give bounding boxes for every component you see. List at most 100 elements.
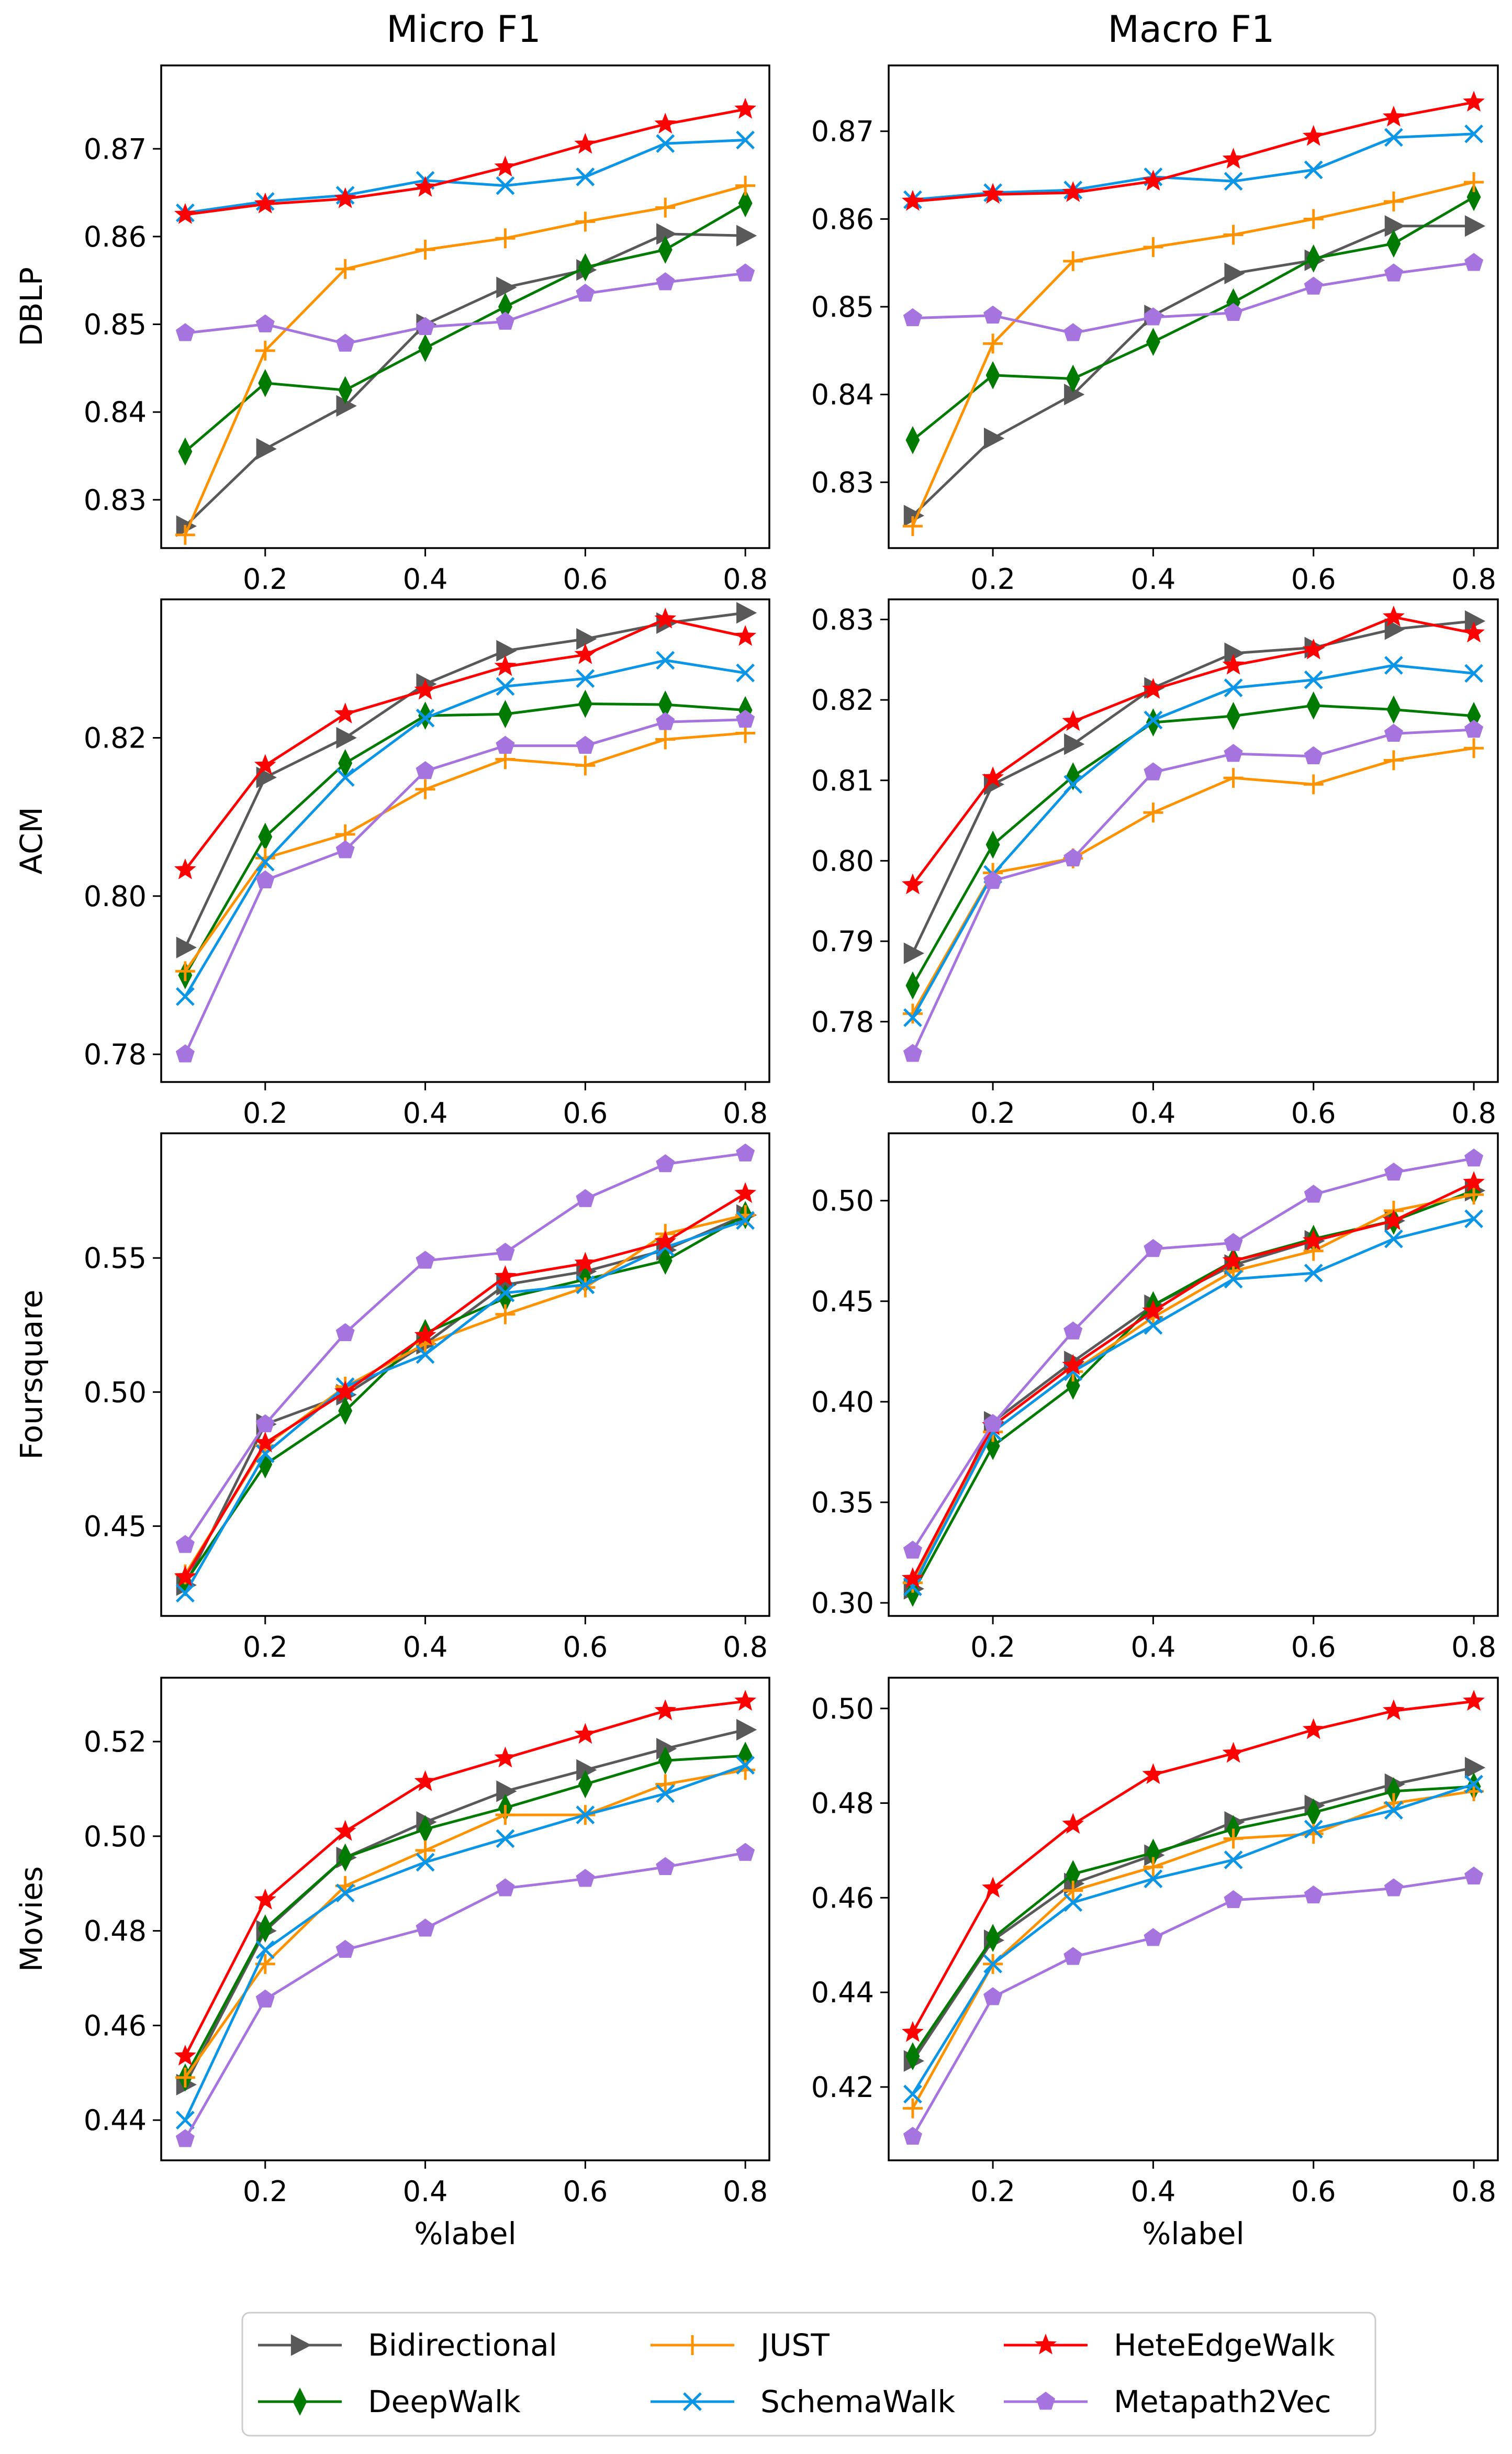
data-point-deepwalk	[905, 1578, 920, 1607]
series-line-deepwalk	[911, 1785, 1474, 2057]
data-point-schemawalk	[1224, 678, 1243, 697]
y-tick-label: 0.80	[84, 880, 147, 913]
data-point-just	[175, 525, 195, 545]
series-line-schemawalk	[911, 664, 1474, 1019]
data-point-metapath2vec	[576, 1869, 595, 1887]
data-point-heteedgewalk	[1142, 170, 1164, 191]
data-point-bidirectional	[903, 942, 925, 964]
legend-entry-deepwalk: DeepWalk	[258, 2384, 521, 2419]
series-line-schemawalk	[184, 1219, 746, 1594]
series-line-bidirectional	[911, 1766, 1474, 2062]
x-tick-label: 0.2	[970, 563, 1015, 596]
data-point-heteedgewalk	[494, 155, 517, 177]
panel-foursquare-micro-f1: 0.2 0.4 0.6 0.8 0.45 0.50 0.55 Foursquare	[14, 1132, 770, 1664]
y-tick-label: 0.84	[84, 396, 147, 429]
data-point-deepwalk	[258, 369, 273, 397]
y-tick-label: 0.50	[811, 1185, 874, 1218]
data-point-schemawalk	[576, 1275, 595, 1295]
data-point-just	[1464, 172, 1484, 192]
data-point-metapath2vec	[1224, 744, 1243, 762]
data-point-metapath2vec	[1224, 1890, 1243, 1909]
data-point-just	[495, 1304, 516, 1324]
y-tick-label: 0.45	[84, 1510, 147, 1543]
data-point-just	[735, 1760, 756, 1780]
data-point-schemawalk	[255, 1940, 275, 1959]
x-tick-label: 0.6	[563, 563, 608, 596]
data-point-heteedgewalk	[1302, 638, 1325, 660]
data-point-metapath2vec	[1384, 723, 1403, 742]
x-tick-label: 0.6	[1291, 563, 1336, 596]
data-point-schemawalk	[1464, 1775, 1483, 1794]
data-point-heteedgewalk	[1463, 1171, 1485, 1192]
data-point-metapath2vec	[335, 1323, 355, 1341]
data-point-deepwalk	[985, 361, 1000, 389]
data-point-metapath2vec	[175, 1535, 195, 1553]
y-tick-label: 0.50	[84, 1820, 147, 1853]
y-tick-label: 0.82	[811, 684, 874, 717]
data-point-metapath2vec	[903, 2126, 922, 2145]
data-point-schemawalk	[656, 134, 675, 153]
y-tick-label: 0.86	[811, 203, 874, 236]
x-tick-label: 0.6	[563, 1631, 608, 1664]
data-point-deepwalk	[905, 971, 920, 1000]
data-point-heteedgewalk	[494, 655, 517, 676]
series-line-heteedgewalk	[912, 101, 1474, 203]
series-line-schemawalk	[184, 659, 746, 998]
series-line-heteedgewalk	[184, 1192, 746, 1578]
data-point-deepwalk	[338, 1843, 353, 1872]
data-point-schemawalk	[1224, 1269, 1243, 1289]
legend-label: JUST	[759, 2327, 830, 2363]
data-point-deepwalk	[738, 189, 753, 218]
x-tick-label: 0.2	[243, 2175, 288, 2208]
legend-marker-heteedgewalk	[1034, 2334, 1057, 2355]
data-point-heteedgewalk	[734, 97, 757, 119]
series-line-schemawalk	[912, 132, 1474, 201]
data-point-metapath2vec	[1304, 276, 1323, 295]
legend-marker-deepwalk	[293, 2388, 307, 2416]
data-point-metapath2vec	[175, 323, 195, 341]
data-point-schemawalk	[1304, 1264, 1323, 1282]
data-point-metapath2vec	[576, 735, 595, 754]
y-tick-label: 0.30	[811, 1587, 874, 1620]
data-point-heteedgewalk	[334, 187, 356, 208]
data-point-heteedgewalk	[494, 1265, 517, 1286]
data-point-just	[415, 779, 435, 799]
data-point-metapath2vec	[656, 712, 675, 730]
data-point-metapath2vec	[656, 272, 675, 291]
y-tick-label: 0.84	[811, 378, 874, 411]
data-point-deepwalk	[1226, 701, 1241, 730]
series-line-heteedgewalk	[184, 618, 746, 871]
data-point-just	[1143, 1857, 1163, 1877]
series-bidirectional	[903, 215, 1486, 527]
series-heteedgewalk	[902, 605, 1485, 895]
data-point-metapath2vec	[1304, 746, 1323, 765]
data-point-heteedgewalk	[654, 607, 677, 629]
series-line-deepwalk	[184, 1754, 746, 2078]
data-point-heteedgewalk	[414, 1324, 436, 1345]
data-point-deepwalk	[658, 1246, 673, 1275]
data-point-heteedgewalk	[174, 203, 196, 224]
data-point-metapath2vec	[983, 1414, 1003, 1432]
data-point-heteedgewalk	[654, 1699, 677, 1721]
data-point-heteedgewalk	[1382, 1699, 1405, 1721]
data-point-schemawalk	[736, 1756, 755, 1775]
data-point-just	[175, 961, 195, 981]
data-point-just	[655, 197, 676, 218]
column-title-macro: Macro F1	[1108, 8, 1275, 51]
data-point-just	[1223, 768, 1244, 788]
data-point-heteedgewalk	[654, 113, 677, 134]
data-point-bidirectional	[576, 628, 597, 650]
y-tick-label: 0.85	[84, 308, 147, 341]
row-label: DBLP	[14, 267, 49, 347]
y-tick-label: 0.40	[811, 1386, 874, 1419]
data-point-metapath2vec	[416, 1918, 435, 1937]
column-title-micro: Micro F1	[386, 8, 541, 51]
data-point-just	[415, 240, 435, 260]
x-tick-label: 0.2	[970, 1631, 1015, 1664]
data-point-heteedgewalk	[1463, 1690, 1485, 1711]
data-point-metapath2vec	[1144, 1928, 1163, 1946]
y-tick-label: 0.50	[84, 1376, 147, 1409]
data-point-just	[575, 211, 596, 232]
data-point-schemawalk	[416, 1345, 435, 1364]
